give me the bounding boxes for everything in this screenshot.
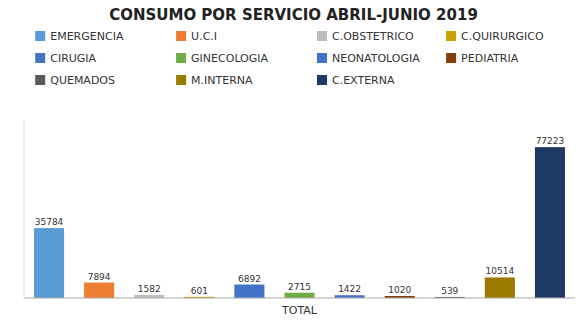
legend-label: GINECOLOGIA [191,52,268,65]
legend-label: CIRUGIA [50,52,96,65]
data-label: 2715 [288,282,311,292]
data-label: 6892 [238,274,261,284]
legend-label: EMERGENCIA [50,30,124,43]
legend-swatch [176,75,186,85]
data-label: 1422 [338,284,361,294]
data-label: 77223 [536,136,565,146]
chart: CONSUMO POR SERVICIO ABRIL-JUNIO 2019 EME… [0,0,587,333]
legend-swatch [446,53,456,63]
legend-swatch [176,53,186,63]
legend-label: M.INTERNA [191,74,253,87]
x-axis-label: TOTAL [281,304,318,317]
legend-swatch [446,31,456,41]
data-label: 35784 [35,217,64,227]
data-label: 7894 [88,272,111,282]
x-axis [24,298,575,299]
legend-swatch [176,31,186,41]
legend-label: U.C.I [191,30,217,43]
bar [84,283,114,298]
bar [535,147,565,298]
legend-label: C.OBSTETRICO [332,30,414,43]
data-label: 1582 [138,284,161,294]
legend-label: C.QUIRURGICO [461,30,544,43]
legend-swatch [35,75,45,85]
title: CONSUMO POR SERVICIO ABRIL-JUNIO 2019 [109,6,478,24]
data-label: 10514 [486,266,515,276]
bars [34,147,565,298]
legend-swatch [317,53,327,63]
legend-label: PEDIATRIA [461,52,519,65]
legend-swatch [317,31,327,41]
data-label: 1020 [388,285,411,295]
legend-label: NEONATOLOGIA [332,52,420,65]
legend-label: QUEMADOS [50,74,115,87]
data-label: 601 [191,286,208,296]
legend-label: C.EXTERNA [332,74,395,87]
legend-swatch [35,31,45,41]
bar [234,285,264,298]
data-label: 539 [441,286,458,296]
legend-swatch [35,53,45,63]
data-labels: 35784 7894 1582 601 6892 2715 1422 1020 539 10514… [35,136,565,296]
bar [34,228,64,298]
legend: EMERGENCIA U.C.I C.OBSTETRICO C.QUIRURGICO C… [35,30,544,87]
bar [485,277,515,298]
bar [284,293,314,298]
y-axis [24,120,25,298]
legend-swatch [317,75,327,85]
